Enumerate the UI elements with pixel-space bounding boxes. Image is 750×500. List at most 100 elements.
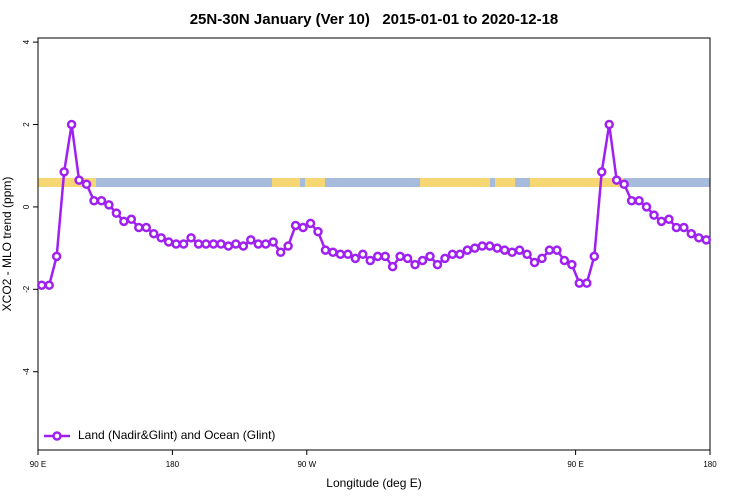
data-point — [134, 222, 144, 233]
data-point — [66, 119, 77, 130]
data-point — [365, 255, 376, 266]
data-point — [238, 241, 249, 251]
data-point — [537, 253, 547, 264]
data-point — [477, 241, 488, 251]
data-point — [223, 241, 234, 251]
ocean-strip — [38, 178, 710, 187]
data-point — [402, 253, 413, 264]
data-point — [44, 280, 54, 290]
legend-label: Land (Nadir&Glint) and Ocean (Glint) — [78, 428, 275, 442]
data-point — [298, 222, 308, 233]
land-strip — [420, 178, 490, 187]
y-tick-label: 4 — [22, 39, 31, 44]
data-point — [514, 245, 525, 255]
data-point — [81, 179, 92, 190]
data-point — [36, 280, 47, 290]
data-point — [283, 241, 293, 251]
data-point — [290, 220, 301, 231]
data-point — [171, 239, 181, 249]
data-point — [611, 175, 622, 185]
land-ocean-strip — [38, 178, 710, 187]
data-point — [694, 233, 704, 243]
y-tick-label: -4 — [22, 368, 31, 376]
data-point — [208, 239, 219, 249]
data-point — [260, 239, 271, 249]
data-point — [455, 249, 465, 260]
data-point — [567, 259, 577, 270]
x-tick-label: 180 — [703, 460, 717, 469]
data-point — [96, 195, 107, 206]
data-point — [126, 214, 137, 225]
data-point — [447, 249, 458, 260]
data-point — [350, 253, 361, 264]
data-point — [253, 239, 264, 249]
x-axis-label: Longitude (deg E) — [326, 476, 421, 490]
data-point — [410, 259, 420, 270]
data-point — [656, 216, 667, 227]
data-point — [343, 249, 353, 260]
land-strip — [305, 178, 325, 187]
y-axis-label: XCO2 - MLO trend (ppm) — [0, 177, 14, 312]
data-point — [522, 249, 532, 260]
data-point — [425, 251, 435, 262]
data-point — [380, 251, 390, 262]
data-point — [634, 195, 644, 206]
data-point — [582, 278, 592, 288]
data-point — [589, 251, 600, 262]
data-point — [484, 241, 495, 251]
data-point — [178, 239, 189, 249]
land-strip — [38, 178, 96, 187]
data-point — [51, 251, 62, 262]
data-point — [59, 167, 69, 177]
data-point — [156, 233, 166, 243]
data-point — [440, 253, 450, 264]
data-point — [619, 179, 629, 190]
data-point — [328, 247, 338, 257]
x-tick-label: 90 E — [567, 460, 583, 469]
data-point — [604, 119, 614, 130]
data-point — [574, 278, 585, 288]
data-point — [686, 228, 697, 239]
data-point — [664, 214, 674, 225]
data-point — [372, 251, 383, 262]
data-point — [641, 202, 652, 212]
data-point — [701, 235, 712, 245]
data-point — [470, 243, 480, 253]
data-point — [201, 239, 211, 249]
y-tick-label: 2 — [22, 122, 31, 127]
data-point — [111, 208, 122, 218]
data-point — [432, 259, 443, 270]
data-point — [671, 222, 682, 233]
legend-marker — [52, 431, 62, 441]
data-point — [119, 216, 129, 227]
data-point — [395, 251, 405, 262]
x-tick-label: 180 — [166, 460, 180, 469]
land-strip — [495, 178, 515, 187]
data-point — [148, 228, 159, 239]
data-point — [499, 245, 510, 255]
data-point — [679, 222, 689, 233]
data-point — [186, 233, 196, 243]
data-point — [246, 235, 256, 245]
data-point — [104, 200, 114, 210]
data-point — [141, 222, 152, 233]
y-tick-label: -2 — [22, 285, 31, 293]
x-tick-label: 90 E — [30, 460, 46, 469]
data-point — [626, 195, 637, 206]
data-point — [358, 249, 368, 260]
data-point — [529, 257, 540, 268]
plot-frame — [37, 37, 711, 451]
data-point — [492, 243, 502, 253]
data-point — [231, 239, 241, 249]
x-tick-label: 90 W — [297, 460, 316, 469]
land-strip — [530, 178, 624, 187]
chart-title: 25N-30N January (Ver 10) 2015-01-01 to 2… — [190, 11, 559, 28]
data-point — [649, 210, 659, 220]
data-point — [417, 255, 428, 266]
data-point — [313, 226, 323, 237]
land-strip — [272, 178, 300, 187]
data-point — [387, 261, 398, 272]
data-point — [216, 239, 226, 249]
data-point — [268, 237, 278, 247]
